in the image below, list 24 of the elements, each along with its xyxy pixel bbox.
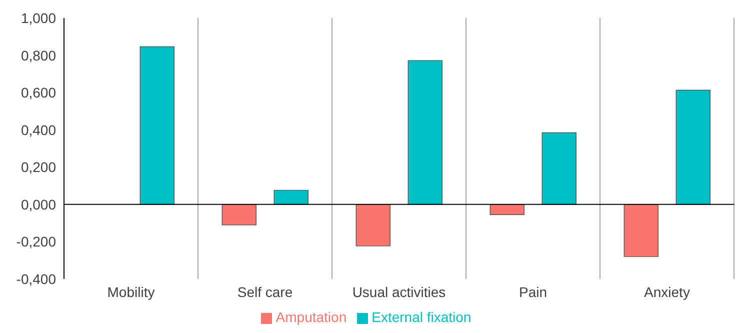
y-tick-label: 0,200 (20, 159, 56, 176)
y-tick-label: 0,800 (20, 47, 56, 64)
y-tick-label: -0,400 (16, 270, 56, 287)
bar (274, 190, 308, 205)
x-tick-label: Usual activities (352, 284, 446, 300)
bar (408, 60, 442, 205)
x-tick-label: Anxiety (644, 284, 690, 300)
legend-label: External fixation (372, 309, 472, 325)
x-tick-label: Pain (518, 284, 548, 300)
y-tick-label: 1,000 (20, 10, 56, 26)
y-tick-label: 0,000 (20, 196, 56, 212)
legend-label: Amputation (276, 309, 347, 325)
bar (624, 204, 658, 257)
bar (676, 90, 710, 205)
y-tick-label: -0,200 (16, 234, 56, 250)
y-tick-label: 0,400 (20, 122, 56, 138)
bar (542, 132, 576, 205)
x-tick-label: Self care (237, 284, 293, 300)
x-tick-label: Mobility (107, 284, 155, 300)
y-tick-label: 0,600 (20, 84, 56, 101)
bar (222, 204, 256, 226)
bar (356, 204, 390, 246)
bar (490, 204, 524, 215)
bar (140, 46, 174, 205)
